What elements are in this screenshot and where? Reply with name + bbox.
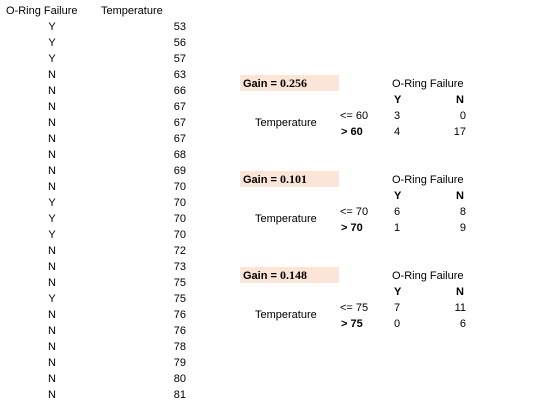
temperature-cell: 63	[173, 69, 186, 81]
count-low-y: 3	[394, 110, 401, 122]
failure-cell: N	[48, 101, 56, 113]
gain-value: 0.148	[280, 268, 307, 282]
gain-value: 0.256	[280, 76, 307, 90]
failure-cell: N	[48, 341, 56, 353]
gain-label: Gain =	[243, 270, 280, 282]
failure-cell: N	[48, 373, 56, 385]
failure-cell: N	[48, 181, 56, 193]
condition-high: > 60	[341, 126, 363, 138]
gain-box: Gain = 0.148	[240, 267, 339, 283]
temperature-cell: 73	[173, 261, 186, 273]
row-label: Temperature	[255, 309, 317, 321]
temperature-cell: 70	[173, 197, 186, 209]
count-high-n: 6	[459, 318, 466, 330]
failure-cell: N	[48, 309, 56, 321]
row-label: Temperature	[255, 117, 317, 129]
failure-cell: N	[48, 357, 56, 369]
failure-cell: Y	[48, 213, 56, 225]
temperature-cell: 57	[173, 53, 186, 65]
temperature-cell: 67	[173, 117, 186, 129]
gain-text: Gain = 0.148	[243, 268, 307, 283]
failure-cell: N	[48, 261, 56, 273]
failure-cell: N	[48, 69, 56, 81]
count-high-n: 17	[453, 126, 466, 138]
temperature-cell: 53	[173, 21, 186, 33]
count-high-y: 4	[394, 126, 401, 138]
temperature-cell: 78	[173, 341, 186, 353]
gain-box: Gain = 0.101	[240, 171, 339, 187]
temperature-cell: 67	[173, 133, 186, 145]
count-low-n: 0	[459, 110, 466, 122]
gain-text: Gain = 0.101	[243, 172, 307, 187]
failure-cell: N	[48, 149, 56, 161]
failure-cell: N	[48, 325, 56, 337]
condition-low: <= 75	[340, 302, 369, 314]
column-n-header: N	[456, 286, 464, 298]
failure-cell: Y	[48, 37, 56, 49]
failure-cell: N	[48, 117, 56, 129]
failure-cell: N	[48, 133, 56, 145]
temperature-cell: 56	[173, 37, 186, 49]
gain-label: Gain =	[243, 78, 280, 90]
condition-low: <= 60	[340, 110, 369, 122]
failure-cell: Y	[48, 197, 56, 209]
count-low-y: 7	[394, 302, 401, 314]
count-high-n: 9	[459, 222, 466, 234]
failure-cell: N	[48, 245, 56, 257]
column-title: O-Ring Failure	[392, 78, 464, 90]
condition-high: > 75	[341, 318, 363, 330]
gain-text: Gain = 0.256	[243, 76, 307, 91]
temperature-cell: 70	[173, 229, 186, 241]
row-label: Temperature	[255, 213, 317, 225]
temperature-cell: 68	[173, 149, 186, 161]
gain-box: Gain = 0.256	[240, 75, 339, 91]
column-n-header: N	[456, 94, 464, 106]
failure-cell: N	[48, 165, 56, 177]
count-low-n: 8	[459, 206, 466, 218]
count-low-y: 6	[394, 206, 401, 218]
failure-cell: Y	[48, 21, 56, 33]
temperature-cell: 76	[173, 309, 186, 321]
temperature-cell: 81	[173, 389, 186, 401]
count-high-y: 1	[394, 222, 401, 234]
temperature-cell: 79	[173, 357, 186, 369]
failure-cell: Y	[48, 293, 56, 305]
gain-label: Gain =	[243, 174, 280, 186]
temperature-cell: 67	[173, 101, 186, 113]
temperature-cell: 72	[173, 245, 186, 257]
column-title: O-Ring Failure	[392, 270, 464, 282]
condition-low: <= 70	[340, 206, 369, 218]
temperature-cell: 80	[173, 373, 186, 385]
column-y-header: Y	[394, 94, 402, 106]
column-n-header: N	[456, 190, 464, 202]
temperature-cell: 76	[173, 325, 186, 337]
column-y-header: Y	[394, 190, 402, 202]
temperature-cell: 70	[173, 181, 186, 193]
temperature-cell: 66	[173, 85, 186, 97]
failure-cell: N	[48, 85, 56, 97]
header-oring-failure: O-Ring Failure	[6, 5, 78, 17]
failure-cell: Y	[48, 53, 56, 65]
condition-high: > 70	[341, 222, 363, 234]
temperature-cell: 75	[173, 277, 186, 289]
count-high-y: 0	[394, 318, 401, 330]
gain-value: 0.101	[280, 172, 307, 186]
header-temperature: Temperature	[101, 5, 163, 17]
failure-cell: Y	[48, 229, 56, 241]
failure-cell: N	[48, 277, 56, 289]
failure-cell: N	[48, 389, 56, 401]
temperature-cell: 70	[173, 213, 186, 225]
temperature-cell: 75	[173, 293, 186, 305]
column-title: O-Ring Failure	[392, 174, 464, 186]
column-y-header: Y	[394, 286, 402, 298]
temperature-cell: 69	[173, 165, 186, 177]
count-low-n: 11	[454, 302, 466, 314]
